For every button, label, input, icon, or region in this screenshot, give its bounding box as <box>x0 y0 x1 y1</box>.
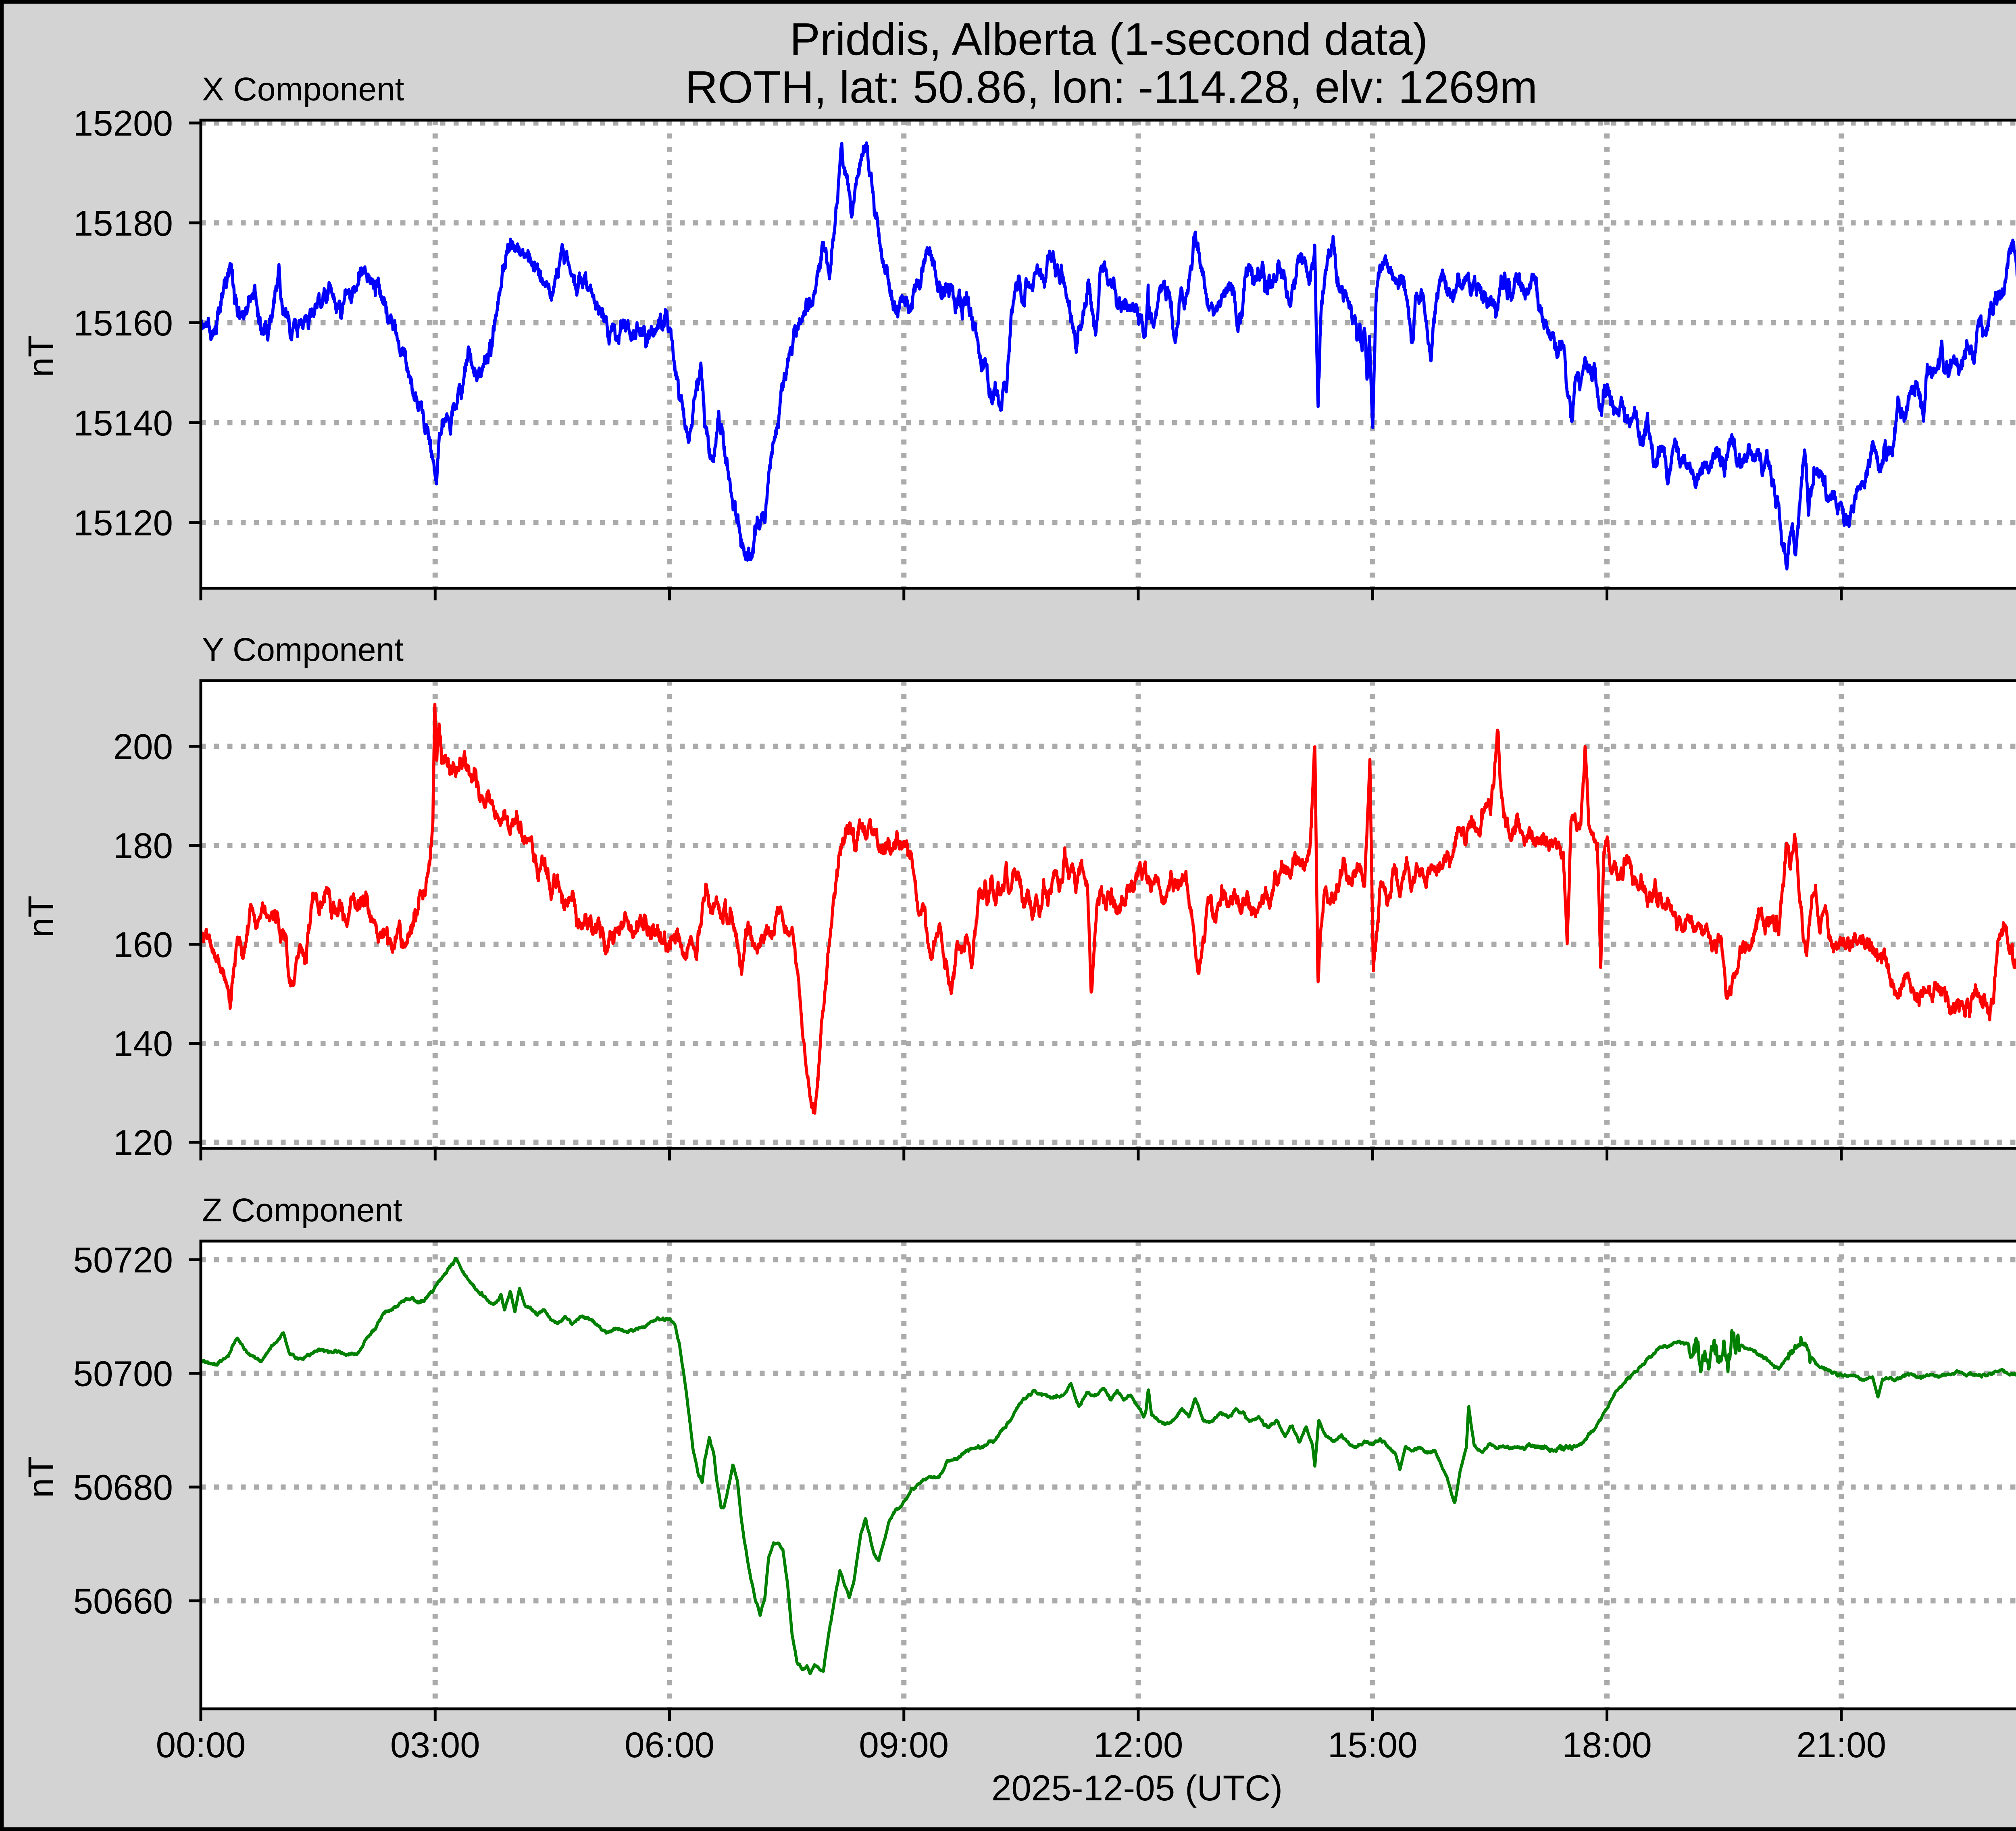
svg-text:50720: 50720 <box>73 1240 173 1280</box>
svg-text:15180: 15180 <box>73 203 173 243</box>
svg-text:15140: 15140 <box>73 403 173 443</box>
svg-text:00:00: 00:00 <box>156 1725 246 1765</box>
svg-text:180: 180 <box>113 825 173 866</box>
svg-text:Z Component: Z Component <box>202 1192 402 1229</box>
svg-text:Priddis, Alberta (1-second dat: Priddis, Alberta (1-second data) <box>790 14 1428 65</box>
svg-text:03:00: 03:00 <box>390 1725 480 1765</box>
svg-text:Y Component: Y Component <box>202 631 404 668</box>
svg-text:06:00: 06:00 <box>625 1725 714 1765</box>
svg-text:15160: 15160 <box>73 303 173 343</box>
svg-text:200: 200 <box>113 727 173 767</box>
svg-text:140: 140 <box>113 1023 173 1064</box>
svg-text:2025-12-05 (UTC): 2025-12-05 (UTC) <box>991 1768 1283 1808</box>
svg-text:ROTH, lat: 50.86, lon: -114.28: ROTH, lat: 50.86, lon: -114.28, elv: 126… <box>685 62 1538 112</box>
svg-text:15:00: 15:00 <box>1328 1725 1418 1765</box>
svg-text:18:00: 18:00 <box>1562 1725 1652 1765</box>
svg-text:50700: 50700 <box>73 1354 173 1394</box>
svg-text:21:00: 21:00 <box>1796 1725 1886 1765</box>
svg-text:12:00: 12:00 <box>1093 1725 1183 1765</box>
svg-text:nT: nT <box>21 1456 61 1498</box>
svg-text:15120: 15120 <box>73 503 173 543</box>
svg-text:09:00: 09:00 <box>859 1725 949 1765</box>
svg-text:15200: 15200 <box>73 103 173 144</box>
svg-text:nT: nT <box>21 335 61 377</box>
svg-text:nT: nT <box>21 896 61 937</box>
svg-text:X Component: X Component <box>202 71 404 108</box>
svg-text:50680: 50680 <box>73 1467 173 1508</box>
svg-text:120: 120 <box>113 1123 173 1163</box>
svg-text:160: 160 <box>113 925 173 965</box>
svg-text:50660: 50660 <box>73 1581 173 1621</box>
